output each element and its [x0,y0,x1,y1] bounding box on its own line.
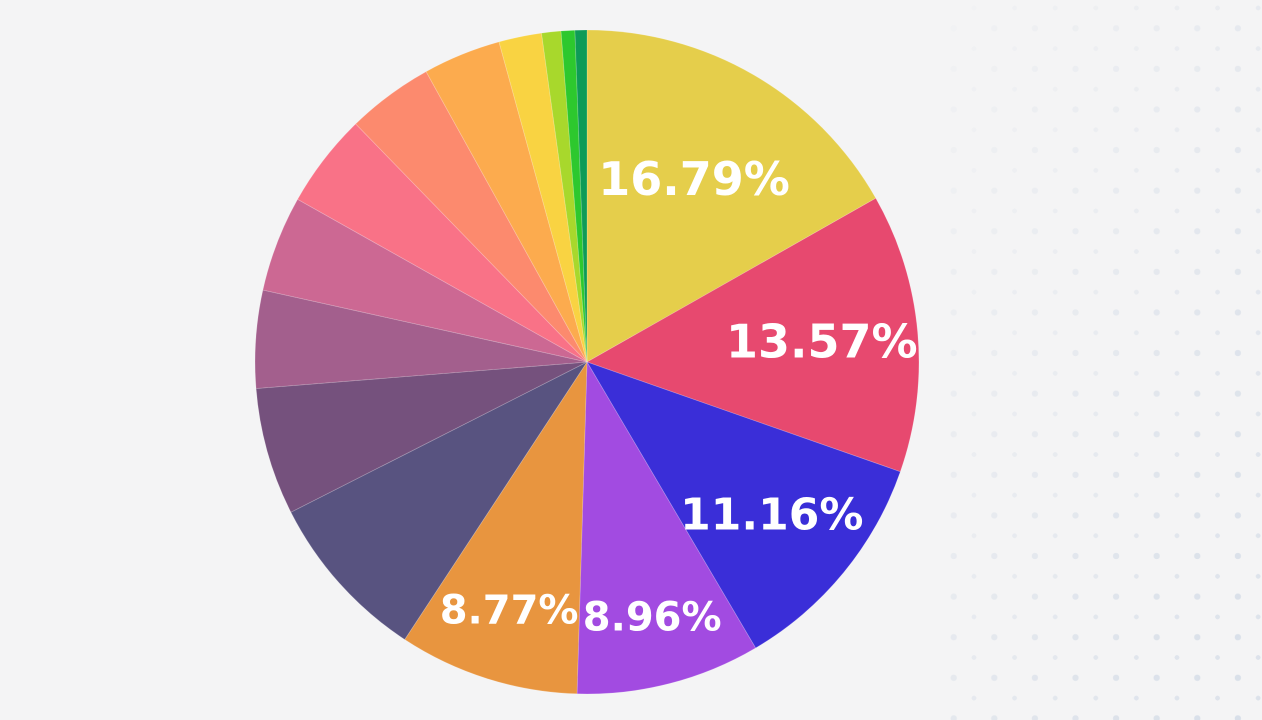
pie-slice-12 [425,41,588,363]
slice-label-3: 11.16% [680,490,863,541]
pie-slice-11 [355,71,588,363]
pie-slice-4 [576,361,756,695]
pie-slice-10 [297,123,588,363]
pie-slice-5 [404,361,588,695]
slice-label-5: 8.77% [440,587,579,633]
slice-label-1: 16.79% [598,152,790,206]
pie-slice-16 [574,29,588,363]
pie-slice-6 [290,361,588,640]
slice-label-2: 13.57% [726,315,918,369]
pie-slice-2 [586,197,920,473]
pie-slice-15 [560,29,588,363]
pie-slice-14 [541,30,588,363]
slice-label-4: 8.96% [583,594,722,640]
pie-slice-9 [262,198,588,363]
pie-slice-7 [255,361,588,513]
dot-pattern [950,0,1262,720]
pie-slice-8 [254,289,588,389]
pie-slice-13 [498,32,588,363]
pie-slice-3 [586,361,901,649]
pie-slice-1 [586,29,877,363]
